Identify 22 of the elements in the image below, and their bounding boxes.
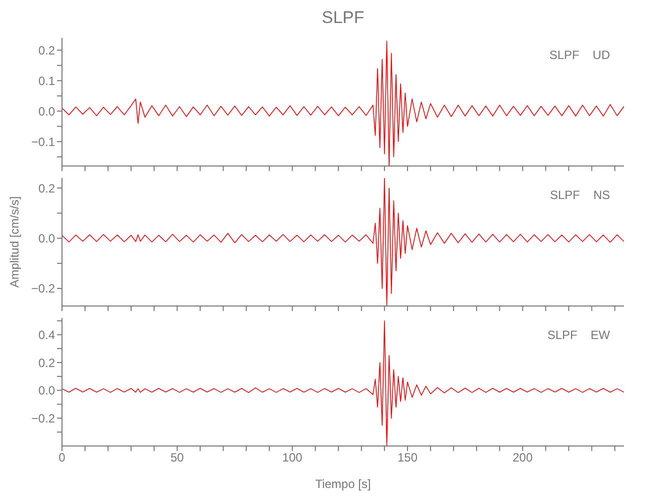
x-tick-label: 150 [397, 450, 418, 465]
x-axis-title: Tiempo [s] [315, 477, 371, 491]
y-tick-label: −0.2 [31, 282, 56, 296]
x-tick-label: 50 [170, 450, 184, 465]
annotation: SLPF NS [550, 188, 610, 202]
chart-title: SLPF [320, 8, 366, 29]
y-tick-label: 0.2 [38, 356, 56, 370]
x-tick-label: 200 [512, 450, 533, 465]
y-tick-label: −0.1 [31, 134, 56, 149]
annotation: SLPF EW [547, 328, 610, 342]
annotation: SLPF UD [549, 48, 610, 62]
y-tick-label: 0.2 [38, 181, 56, 196]
y-tick-label: −0.2 [31, 411, 56, 426]
y-tick-label: 0.0 [38, 104, 56, 118]
x-tick-label: 0 [58, 450, 66, 465]
y-tick-label: 0.2 [38, 43, 56, 58]
y-tick-label: 0.4 [38, 328, 56, 342]
y-tick-label: 0.0 [38, 384, 56, 398]
x-tick-label: 100 [282, 450, 303, 465]
y-tick-label: 0.0 [38, 231, 56, 246]
y-axis-title: Amplitud [cm/s/s] [8, 196, 22, 288]
y-tick-label: 0.1 [38, 74, 56, 88]
